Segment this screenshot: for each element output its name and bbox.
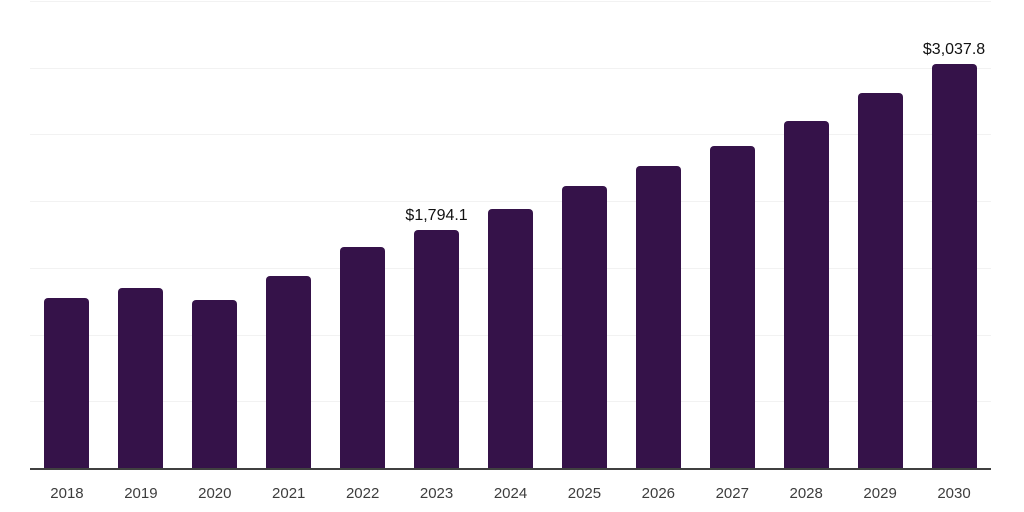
x-tick-2023: 2023 <box>419 485 454 502</box>
x-tick-2018: 2018 <box>50 485 84 502</box>
x-tick-2019: 2019 <box>124 485 158 502</box>
x-axis-labels: 2018 2019 2020 2021 2022 2023 2024 2025 2026 2027… <box>30 485 991 507</box>
x-axis-line <box>30 468 991 470</box>
x-tick-2030: 2030 <box>937 485 971 502</box>
x-tick-2027: 2027 <box>715 485 749 502</box>
bar-2021 <box>266 276 312 469</box>
x-tick-2029: 2029 <box>863 485 897 502</box>
x-tick-2026: 2026 <box>641 485 676 502</box>
x-tick-2022: 2022 <box>345 485 380 502</box>
bar-2024 <box>488 208 533 469</box>
bar-2025 <box>561 186 607 469</box>
gridline-3500 <box>30 1 991 2</box>
x-tick-2025: 2025 <box>567 485 602 502</box>
bar-2028 <box>783 120 829 469</box>
bar-2026 <box>635 166 681 469</box>
bar-2023 <box>414 229 460 469</box>
bar-2020 <box>192 300 238 469</box>
x-tick-2020: 2020 <box>198 485 232 502</box>
gridline-3000 <box>30 67 991 69</box>
plot-area: $1,794.1 $3,037.8 <box>30 1 991 469</box>
bar-2029 <box>857 93 903 469</box>
data-label-2023: $1,794.1 <box>405 206 468 224</box>
bar-2022 <box>340 246 386 469</box>
x-tick-2028: 2028 <box>789 485 823 502</box>
bar-2018 <box>44 297 90 469</box>
x-tick-2021: 2021 <box>272 485 306 502</box>
bar-2019 <box>118 287 164 469</box>
gridline-2500 <box>30 134 991 136</box>
x-tick-2024: 2024 <box>493 485 528 502</box>
bar-2027 <box>709 146 755 469</box>
data-label-2030: $3,037.8 <box>922 40 986 58</box>
bar-2030 <box>931 63 977 469</box>
gridline-2000 <box>30 201 991 203</box>
